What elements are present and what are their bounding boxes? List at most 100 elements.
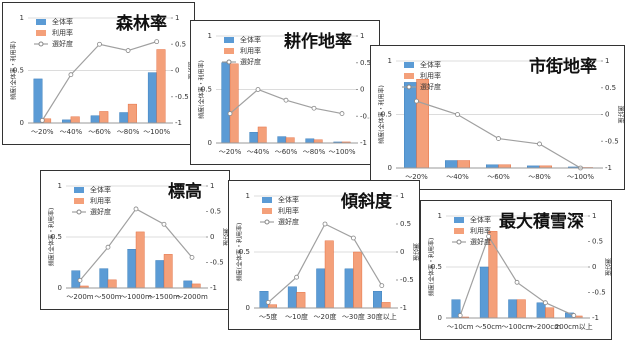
bar [127,103,137,124]
x-tick-label: 30度以上 [367,312,397,321]
y2-tick-label: 0 [400,248,404,256]
y-tick-label: 0.5 [381,111,392,119]
y2-tick-label: 0 [605,111,609,119]
bar [268,304,277,309]
legend-label: 利用率 [52,28,73,37]
legend-marker [406,84,412,90]
legend-label: 利用率 [240,46,261,55]
bar [296,292,306,309]
y2-tick-label: 0.5 [360,59,371,67]
line-marker [571,313,577,318]
y2-tick-label: -1 [360,139,367,147]
y2-tick-label: 1 [605,57,609,65]
y-tick-label: 1 [58,182,62,190]
x-tick-label: ～20% [31,128,54,136]
bar [191,283,201,289]
bar [155,260,165,289]
legend-swatch [404,73,414,79]
legend-marker [226,59,232,65]
y2-tick-label: -1 [605,164,612,172]
legend-label: 選好度 [90,207,111,216]
chart-panel: 0 0.5 1 -1 -0.5 0 0.5 1 頻度(全体率・利用率) 選好度 ～20% ～40% ～6… [370,45,625,190]
bar [99,111,109,124]
y2-tick-label: -0.5 [175,93,189,101]
bar [70,116,80,124]
y-tick-label: 1 [20,14,24,22]
x-tick-label: ～20% [405,173,428,181]
legend-label: 全体率 [52,17,73,26]
y2-axis-label: 選好度 [617,105,625,123]
y-tick-label: 1 [246,192,250,200]
bar [404,82,417,169]
y2-tick-label: -1 [175,119,182,127]
bar [416,78,430,169]
y2-tick-label: 1 [210,182,214,190]
line-marker [283,97,289,103]
x-tick-label: ～500m [94,293,121,301]
y-tick-label: 0.5 [13,67,24,75]
x-tick-label: ～100cm [501,323,532,331]
y-tick-label: 1 [388,57,392,65]
y-tick-label: 0 [58,284,62,292]
legend-label: 利用率 [420,71,441,80]
x-tick-label: ～1500m [148,293,180,301]
bar [33,78,43,124]
y2-tick-label: 1 [175,14,179,22]
y-tick-label: 1 [438,212,442,220]
bar [285,137,295,144]
bar [277,136,287,144]
legend-label: 利用率 [278,206,299,215]
line-marker [543,300,548,306]
y-axis-label: 頻度(全体率・利用率) [48,208,56,267]
legend-label: 選好度 [52,39,73,48]
line-marker [294,274,299,280]
legend-swatch [262,208,272,214]
legend-label: 選好度 [420,82,441,91]
x-tick-label: ～10度 [285,312,308,321]
y-tick-label: 0 [208,139,212,147]
bar [353,251,363,309]
y2-tick-label: 0 [592,263,596,271]
bar [305,138,315,144]
legend-label: 全体率 [420,60,441,69]
y-tick-label: 1 [208,32,212,40]
x-tick-label: ～10cm [447,323,474,331]
legend-swatch [74,198,84,204]
y2-tick-label: -1 [400,304,407,312]
bar [221,62,231,144]
y2-tick-label: -0.5 [210,259,224,267]
y2-tick-label: -1 [210,284,217,292]
legend-swatch [36,30,46,36]
bar [287,286,297,309]
bar [381,302,391,309]
bar [107,279,117,289]
chart-title: 森林率 [116,13,167,34]
line-marker [265,300,271,305]
y2-tick-label: 0.5 [605,84,616,92]
x-tick-label: ～100% [143,128,170,136]
bar [147,72,157,124]
legend-swatch [404,62,414,68]
y-tick-label: 0.5 [239,248,250,256]
bar [479,266,489,319]
x-tick-label: ～80% [528,173,551,181]
bar [316,268,326,309]
y-axis-label: 頻度(全体率・利用率) [378,85,386,144]
bar [99,268,109,289]
chart-title: 傾斜度 [340,191,393,212]
bar [183,280,193,289]
x-tick-label: ～200cm [530,323,561,331]
x-tick-label: ～50cm [475,323,502,331]
legend-label: 全体率 [240,35,261,44]
line-marker [455,112,460,117]
y2-tick-label: 1 [360,32,364,40]
legend-label: 全体率 [278,195,299,204]
bar [536,302,546,319]
y-tick-label: 0 [388,164,392,172]
chart-panel: 0 0.5 1 -1 -0.5 0 0.5 1 頻度(全体率・利用率) 選好度 ～200m ～500m… [40,170,230,310]
y2-axis-label: 選好度 [222,228,230,246]
line-marker [322,221,328,227]
line-marker [154,39,160,45]
y-tick-label: 0 [438,314,442,322]
